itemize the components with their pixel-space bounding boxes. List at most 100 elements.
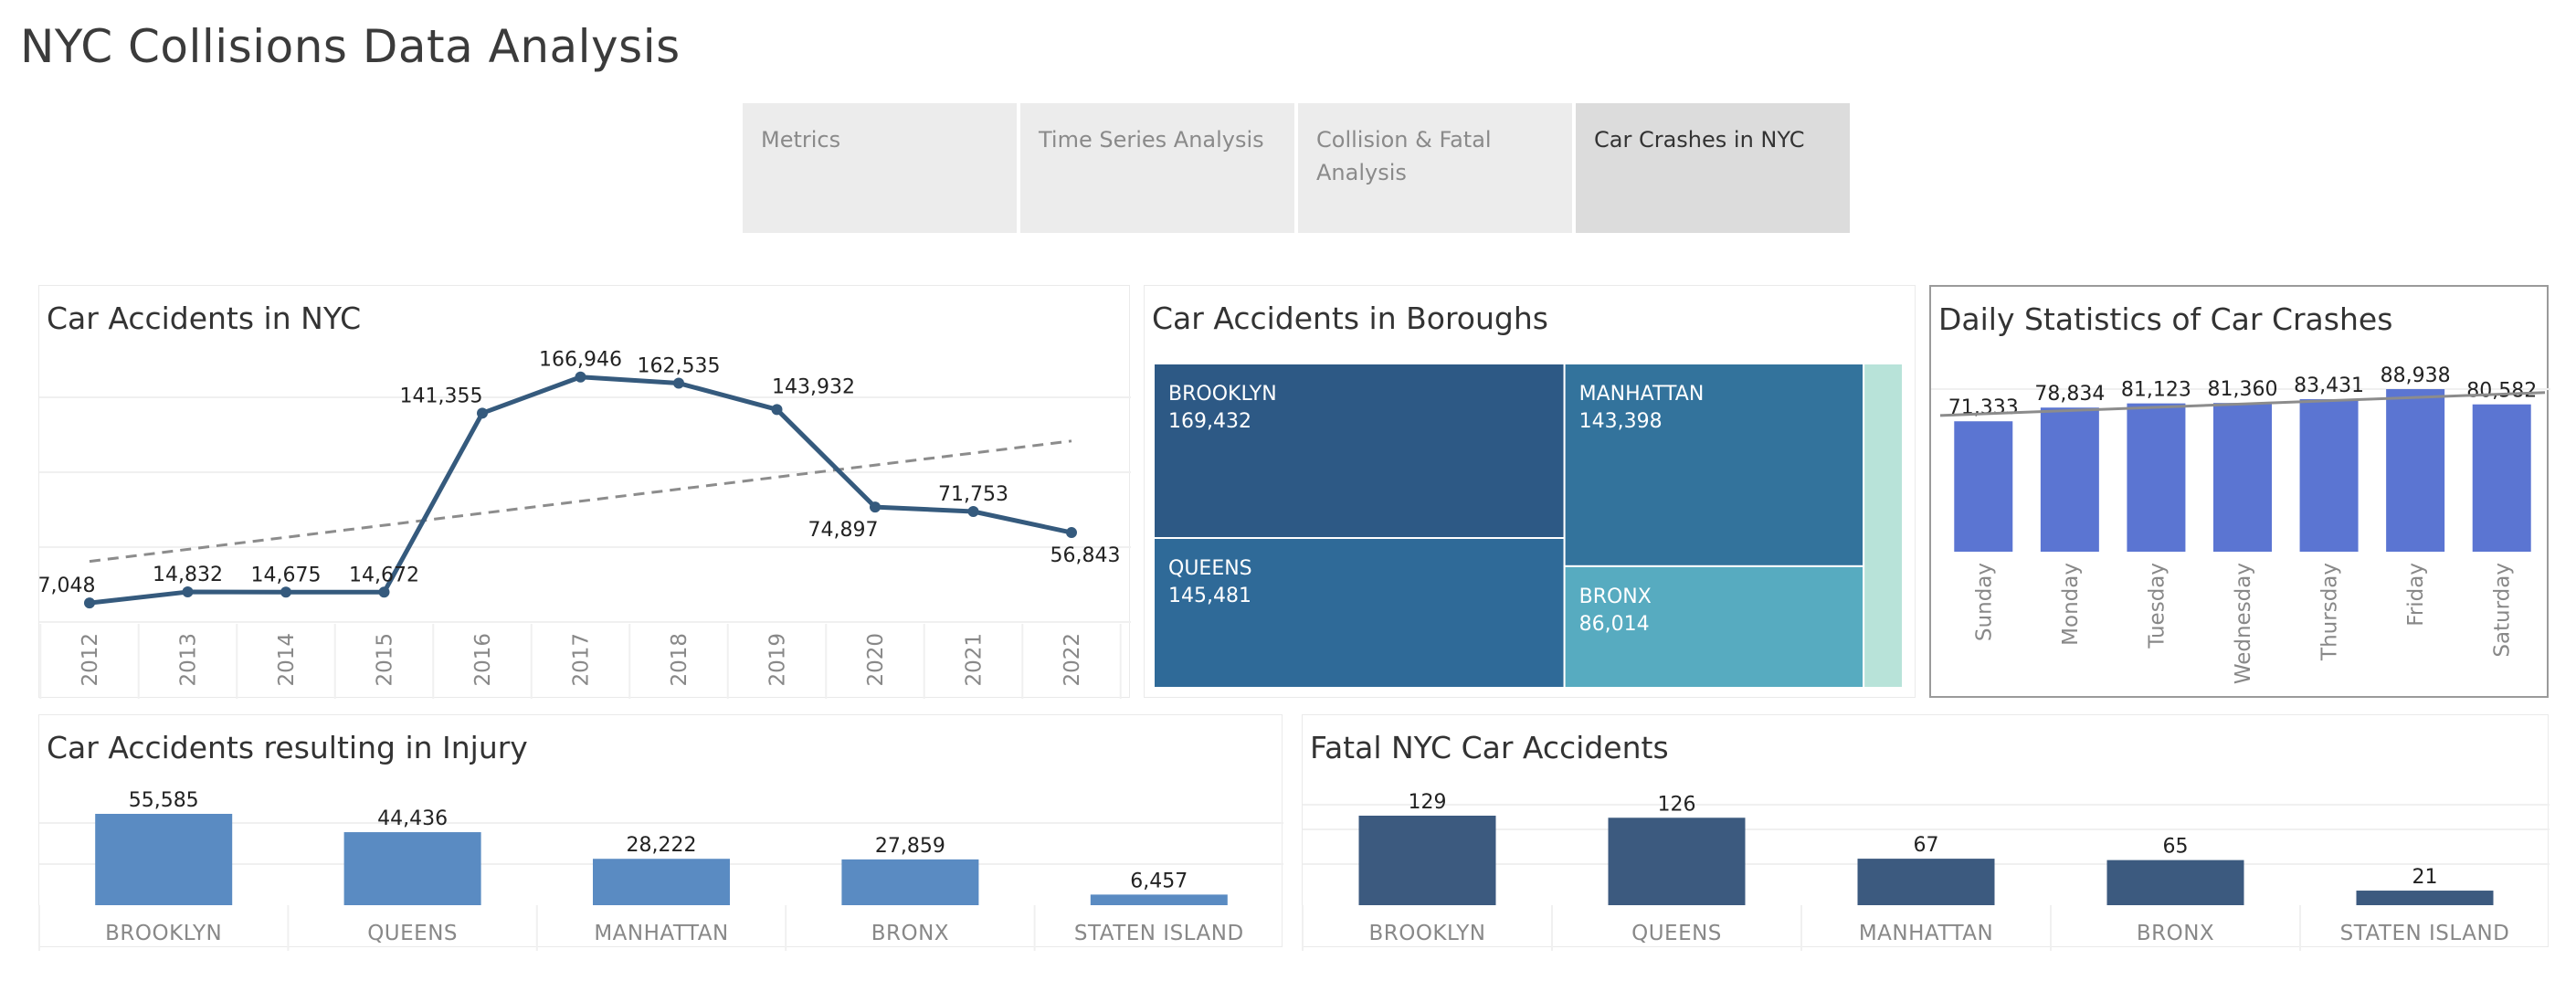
bar [343,832,481,905]
x-tick-label: Friday [2404,563,2428,627]
treemap-name: QUEENS [1168,557,1252,580]
x-tick-label: Wednesday [2232,563,2255,684]
data-label: 14,675 [251,564,322,586]
panel-title: Car Accidents resulting in Injury [47,730,528,765]
x-tick-label: QUEENS [1631,922,1722,945]
x-tick-label: STATEN ISLAND [2340,922,2510,945]
data-label: 21 [2412,866,2438,889]
treemap-cell [1563,564,1865,689]
panel-daily-statistics[interactable]: Daily Statistics of Car Crashes 71,333 Su… [1929,285,2550,698]
data-point [967,505,979,517]
x-tick-label: BROOKLYN [1368,922,1485,945]
data-label: 129 [1409,791,1447,814]
trend-line [89,439,1072,564]
x-tick-label: Tuesday [2145,563,2169,649]
treemap-cell [1153,536,1566,690]
treemap-name: MANHATTAN [1579,383,1705,406]
bar [1608,818,1746,905]
panel-car-accidents-boroughs[interactable]: Car Accidents in Boroughs BROOKLYN 169,43… [1144,285,1916,698]
data-label: 14,832 [153,564,223,586]
x-tick-label: 2020 [864,633,888,687]
panel-fatal-accidents[interactable]: Fatal NYC Car Accidents 129 BROOKLYN 126 QU… [1302,714,2550,951]
data-label: 166,946 [539,349,622,372]
panel-car-accidents-nyc[interactable]: Car Accidents in NYC 7,048 2012 14,832 2013… [38,285,1131,699]
tab-time-series-analysis[interactable]: Time Series Analysis [1020,103,1294,233]
treemap-value: 86,014 [1579,613,1650,636]
line-chart: 7,048 2012 14,832 2013 14,675 2014 14,672 2015 1… [38,349,1131,699]
data-point [771,404,783,416]
bar [2040,407,2099,552]
x-tick-label: 2013 [177,633,201,687]
data-label: 126 [1658,793,1696,816]
injury-bar-chart: 55,585 BROOKLYN 44,436 QUEENS 28,222 MANHATTA… [38,789,1283,951]
data-label: 56,843 [1050,544,1121,567]
x-tick-label: BRONX [2137,922,2214,945]
bar [2299,399,2359,552]
tab-car-crashes-in-nyc[interactable]: Car Crashes in NYC [1576,103,1850,233]
x-tick-label: STATEN ISLAND [1074,922,1244,945]
bar [1954,421,2013,552]
bar [2213,403,2272,552]
data-point [280,586,291,598]
bar [2106,860,2244,905]
trend-line [1939,391,2546,417]
bar [95,814,233,905]
x-tick-label: 2012 [79,633,102,687]
data-label: 162,535 [638,355,721,378]
bar [1090,894,1228,905]
data-point [378,586,390,598]
bar [2356,891,2494,905]
panel-injury-accidents[interactable]: Car Accidents resulting in Injury 55,585… [38,714,1283,951]
x-tick-label: Thursday [2318,563,2342,661]
data-label: 28,222 [627,834,697,857]
bar [593,859,730,905]
data-label: 143,932 [772,375,855,398]
data-label: 7,048 [38,575,96,597]
daily-bar-chart: 71,333Sunday78,834Monday81,123Tuesday81,… [1931,364,2550,684]
treemap-value: 143,398 [1579,410,1663,433]
data-point [870,501,881,513]
tab-metrics[interactable]: Metrics [743,103,1017,233]
x-tick-label: Sunday [1972,563,1996,641]
x-tick-label: 2018 [668,633,692,687]
data-label: 80,582 [2466,380,2537,403]
x-tick-label: 2021 [963,633,987,687]
data-label: 6,457 [1130,870,1188,892]
fatal-bar-chart: 129 BROOKLYN 126 QUEENS 67 MANHATTAN 65 BRONX 21… [1302,791,2550,951]
data-label: 65 [2163,836,2189,859]
x-tick-label: MANHATTAN [1859,922,1993,945]
series-line [89,374,1072,606]
treemap-cell [1863,363,1905,689]
treemap-chart: BROOKLYN 169,432 QUEENS 145,481 MANHATTAN 143… [1153,363,1905,690]
data-point [84,597,95,609]
data-label: 81,360 [2208,378,2278,401]
page-title: NYC Collisions Data Analysis [20,20,681,73]
bar [1857,859,1995,905]
bar [841,859,979,905]
data-label: 14,672 [349,564,419,586]
panel-title: Fatal NYC Car Accidents [1310,730,1669,765]
tab-collision-fatal-analysis[interactable]: Collision & Fatal Analysis [1298,103,1572,233]
data-label: 83,431 [2294,374,2364,397]
x-tick-label: BROOKLYN [105,922,222,945]
data-label: 67 [1914,834,1939,857]
panel-title: Car Accidents in NYC [47,301,362,336]
data-label: 141,355 [400,385,483,407]
x-tick-label: Saturday [2491,563,2515,658]
data-label: 44,436 [377,807,448,830]
bar [1358,816,1496,905]
data-label: 55,585 [129,789,199,812]
data-point [477,407,488,419]
data-label: 88,938 [2381,364,2451,387]
treemap-name: BRONX [1579,585,1652,608]
treemap-name: BROOKLYN [1168,383,1277,406]
data-label: 78,834 [2034,383,2105,406]
data-label: 74,897 [808,519,879,542]
bar [2472,404,2531,552]
x-tick-label: Monday [2059,563,2083,646]
x-tick-label: 2019 [766,633,790,687]
panel-title: Car Accidents in Boroughs [1152,301,1548,336]
data-point [182,586,194,598]
data-label: 71,753 [938,483,1008,506]
x-tick-label: 2022 [1061,633,1084,687]
